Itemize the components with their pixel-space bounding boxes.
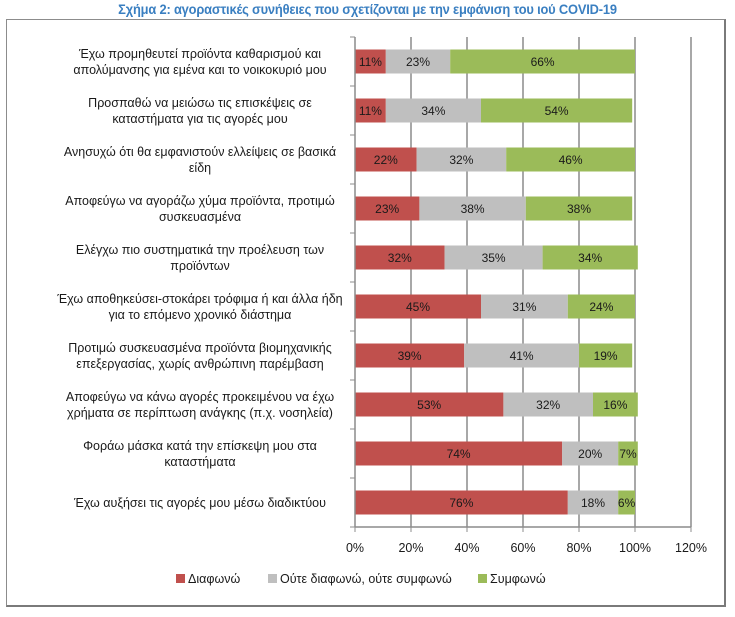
bar-segment: [355, 49, 386, 74]
data-label: 23%: [375, 202, 399, 216]
bar-segment: [355, 245, 445, 270]
data-label: 53%: [417, 398, 441, 412]
bar-segment: [618, 490, 635, 515]
data-label: 38%: [567, 202, 591, 216]
data-label: 74%: [447, 447, 471, 461]
bar-segment: [567, 490, 619, 515]
data-label: 32%: [388, 251, 412, 265]
bar-segment: [562, 441, 619, 466]
x-tick-label: 60%: [510, 541, 535, 555]
bar-segment: [419, 196, 526, 221]
bar-segment: [542, 245, 638, 270]
category-label: Προτιμώ συσκευασμένα προϊόντα βιομηχανικ…: [68, 341, 332, 355]
category-label: Ελέγχω πιο συστηματικά την προέλευση των: [76, 243, 324, 257]
data-label: 32%: [449, 153, 473, 167]
bars: 11% 23% 66% 11% 34% 54% 22% 32% 46% 23% 38% 38% 32% 3…: [355, 49, 638, 515]
bar-segment: [481, 98, 633, 123]
category-label: επεξεργασίας, χωρίς ανθρώπινη παρέμβαση: [76, 357, 323, 371]
bar-segment: [481, 294, 568, 319]
data-label: 7%: [619, 447, 637, 461]
category-label: Έχω αυξήσει τις αγορές μου μέσω διαδικτύ…: [73, 496, 326, 510]
bar-segment: [506, 147, 635, 172]
bar-segment: [593, 392, 638, 417]
data-label: 66%: [531, 55, 555, 69]
x-tick-label: 100%: [619, 541, 651, 555]
bar-segment: [416, 147, 507, 172]
legend-label: Ούτε διαφωνώ, ούτε συμφωνώ: [280, 572, 452, 586]
category-label: καταστήματα: [164, 455, 235, 469]
bar-segment: [450, 49, 635, 74]
category-label: είδη: [189, 161, 211, 175]
category-label: Αποφεύγω να κάνω αγορές προκειμένου να έ…: [66, 390, 334, 404]
bar-segment: [618, 441, 638, 466]
legend-label: Συμφωνώ: [490, 572, 546, 586]
chart-title: Σχήμα 2: αγοραστικές συνήθειες που σχετί…: [118, 1, 617, 17]
data-label: 16%: [603, 398, 627, 412]
data-label: 22%: [374, 153, 398, 167]
legend-swatch: [268, 574, 277, 583]
x-tick-label: 40%: [454, 541, 479, 555]
bar-segment: [355, 343, 465, 368]
category-labels: Έχω προμηθευτεί προϊόντα καθαρισμού και α…: [56, 47, 342, 510]
category-label: καταστήματα για τις αγορές μου: [112, 112, 288, 126]
data-label: 11%: [359, 55, 382, 69]
bar-segment: [444, 245, 543, 270]
legend: Διαφωνώ Ούτε διαφωνώ, ούτε συμφωνώ Συμφωνώ: [176, 572, 546, 586]
category-label: Ανησυχώ ότι θα εμφανιστούν ελλείψεις σε …: [64, 145, 336, 159]
bar-segment: [464, 343, 579, 368]
bar-segment: [355, 490, 568, 515]
category-label: Προσπαθώ να μειώσω τις επισκέψεις σε: [88, 96, 312, 110]
bar-segment: [385, 49, 451, 74]
tick-labels: 0% 20% 40% 60% 80% 100% 120%: [346, 541, 707, 555]
bar-segment: [355, 196, 420, 221]
bar-segment: [385, 98, 481, 123]
legend-label: Διαφωνώ: [188, 572, 240, 586]
data-label: 24%: [589, 300, 613, 314]
bar-segment: [355, 147, 417, 172]
data-label: 45%: [406, 300, 430, 314]
bar-segment: [355, 294, 481, 319]
data-label: 35%: [482, 251, 506, 265]
bar-segment: [567, 294, 635, 319]
bar-segment: [579, 343, 633, 368]
bar-segment: [525, 196, 633, 221]
data-label: 31%: [512, 300, 536, 314]
category-label: Αποφεύγω να αγοράζω χύμα προϊόντα, προτι…: [65, 194, 335, 208]
category-label: Έχω αποθηκεύσει-στοκάρει τρόφιμα ή και ά…: [56, 292, 342, 306]
bar-segment: [355, 98, 386, 123]
data-label: 41%: [510, 349, 534, 363]
category-label: συσκευασμένα: [159, 210, 241, 224]
x-tick-label: 80%: [566, 541, 591, 555]
legend-swatch: [478, 574, 487, 583]
data-label: 46%: [559, 153, 583, 167]
category-label: χρήματα σε περίπτωση ανάγκης (π.χ. νοσηλ…: [67, 406, 333, 420]
category-label: προϊόντων: [170, 259, 229, 273]
x-tick-label: 120%: [675, 541, 707, 555]
x-tick-label: 20%: [398, 541, 423, 555]
data-label: 20%: [578, 447, 602, 461]
bar-segment: [355, 441, 563, 466]
data-label: 23%: [406, 55, 430, 69]
axes: [350, 36, 692, 532]
data-label: 34%: [421, 104, 445, 118]
data-label: 6%: [618, 496, 636, 510]
data-label: 34%: [578, 251, 602, 265]
bar-segment: [355, 392, 504, 417]
category-label: Έχω προμηθευτεί προϊόντα καθαρισμού και: [78, 47, 321, 61]
data-label: 18%: [581, 496, 605, 510]
data-label: 76%: [449, 496, 473, 510]
data-label: 19%: [594, 349, 618, 363]
legend-swatch: [176, 574, 185, 583]
category-label: για το επόμενο χρονικό διάστημα: [109, 308, 292, 322]
data-label: 39%: [398, 349, 422, 363]
data-label: 11%: [359, 104, 382, 118]
category-label: απολύμανσης για εμένα και το νοικοκυριό …: [73, 63, 326, 77]
data-label: 38%: [461, 202, 485, 216]
data-label: 32%: [536, 398, 560, 412]
data-label: 54%: [545, 104, 569, 118]
category-label: Φοράω μάσκα κατά την επίσκεψη μου στα: [83, 439, 317, 453]
x-tick-label: 0%: [346, 541, 364, 555]
bar-segment: [503, 392, 593, 417]
